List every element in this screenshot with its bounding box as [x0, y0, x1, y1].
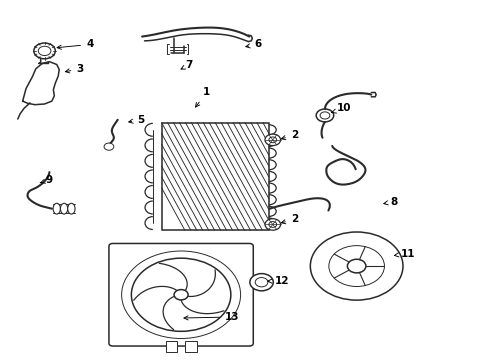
Text: 12: 12: [267, 276, 288, 286]
Text: 11: 11: [394, 248, 414, 258]
Circle shape: [268, 222, 276, 227]
Circle shape: [268, 137, 276, 143]
Text: 6: 6: [245, 40, 261, 49]
Bar: [184, 341, 196, 352]
Circle shape: [249, 274, 273, 291]
Circle shape: [38, 46, 51, 55]
Text: 7: 7: [181, 60, 192, 70]
Text: 2: 2: [281, 130, 298, 140]
Circle shape: [264, 134, 280, 145]
Text: 13: 13: [183, 312, 239, 322]
Circle shape: [34, 43, 55, 59]
Circle shape: [320, 112, 329, 119]
Text: 10: 10: [331, 103, 351, 113]
FancyBboxPatch shape: [109, 243, 253, 346]
Text: 9: 9: [40, 175, 53, 185]
Text: 4: 4: [57, 40, 93, 49]
Circle shape: [104, 143, 114, 150]
Circle shape: [346, 259, 365, 273]
Circle shape: [316, 109, 333, 122]
Text: 3: 3: [65, 64, 83, 74]
Text: 1: 1: [195, 87, 210, 107]
Circle shape: [328, 246, 384, 287]
Circle shape: [255, 278, 267, 287]
Ellipse shape: [53, 203, 61, 214]
Bar: [165, 341, 177, 352]
Ellipse shape: [61, 203, 68, 214]
Text: 5: 5: [128, 115, 144, 125]
Circle shape: [131, 258, 230, 331]
Circle shape: [264, 219, 280, 230]
Ellipse shape: [68, 203, 75, 214]
Circle shape: [310, 232, 402, 300]
Text: 8: 8: [383, 197, 397, 207]
Text: 2: 2: [281, 215, 298, 224]
Bar: [161, 123, 268, 230]
Circle shape: [174, 289, 188, 300]
